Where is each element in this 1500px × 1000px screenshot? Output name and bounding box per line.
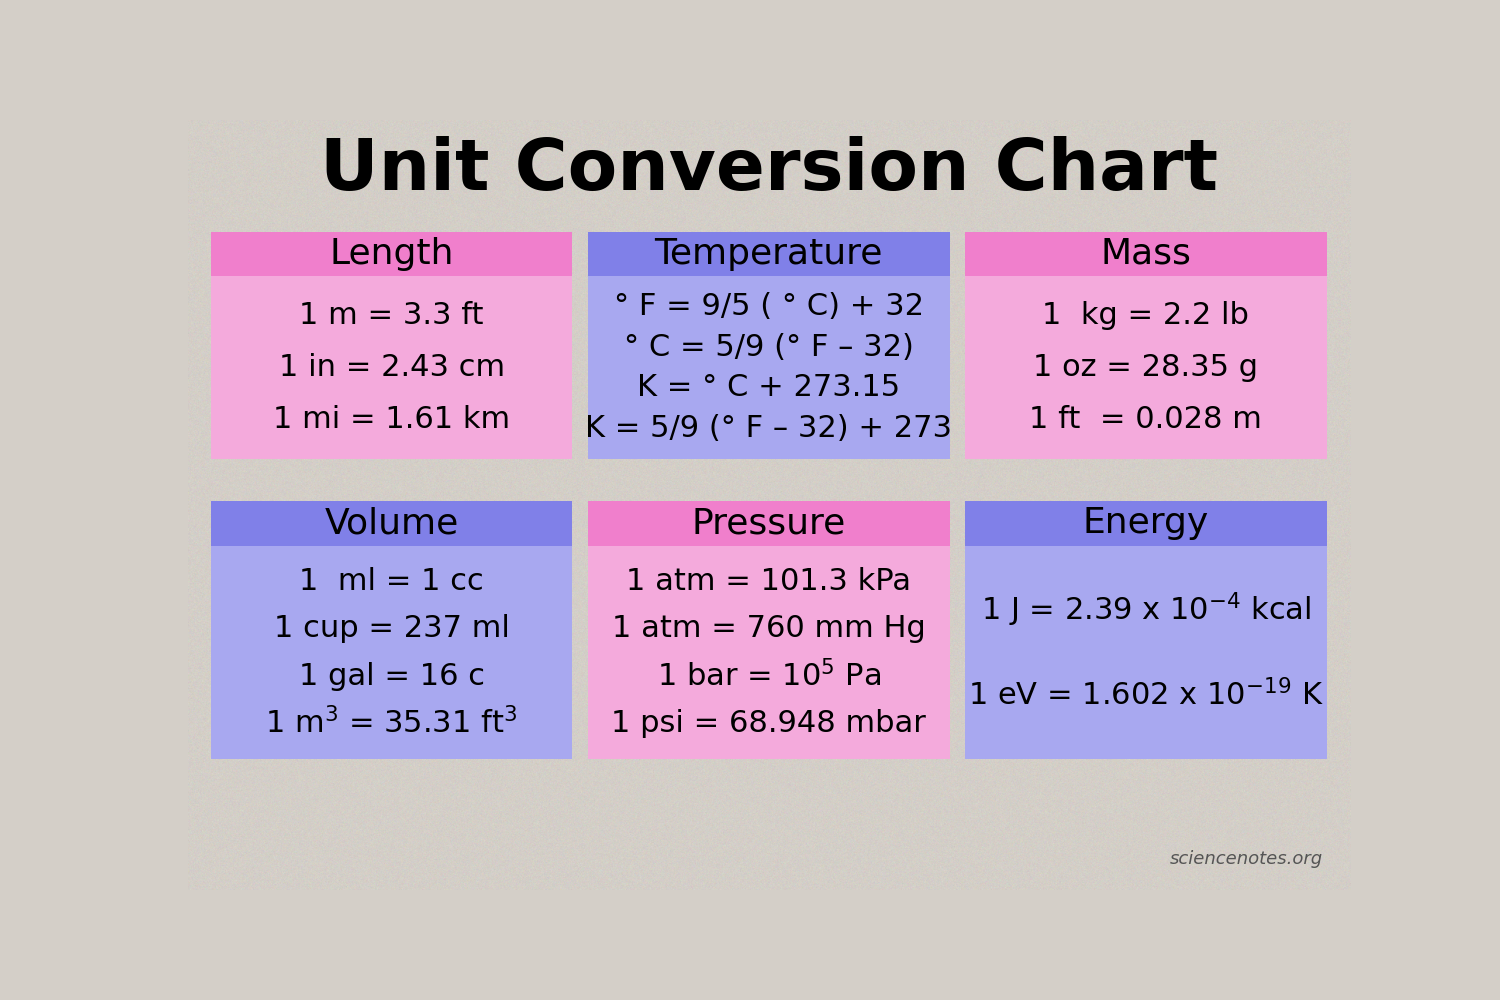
Text: 1 gal = 16 c: 1 gal = 16 c	[298, 662, 484, 691]
Text: Volume: Volume	[324, 506, 459, 540]
FancyBboxPatch shape	[588, 232, 950, 276]
Text: 1 cup = 237 ml: 1 cup = 237 ml	[273, 614, 510, 643]
FancyBboxPatch shape	[210, 232, 573, 276]
Text: Mass: Mass	[1101, 237, 1191, 271]
FancyBboxPatch shape	[210, 232, 573, 459]
FancyBboxPatch shape	[964, 232, 1326, 459]
Text: 1 atm = 760 mm Hg: 1 atm = 760 mm Hg	[612, 614, 926, 643]
Text: 1  kg = 2.2 lb: 1 kg = 2.2 lb	[1042, 301, 1250, 330]
Text: 1 eV = 1.602 x 10$^{-19}$ K: 1 eV = 1.602 x 10$^{-19}$ K	[968, 679, 1324, 711]
FancyBboxPatch shape	[588, 501, 950, 759]
Text: 1 oz = 28.35 g: 1 oz = 28.35 g	[1034, 353, 1258, 382]
Text: 1 in = 2.43 cm: 1 in = 2.43 cm	[279, 353, 504, 382]
FancyBboxPatch shape	[210, 501, 573, 546]
Text: 1 psi = 68.948 mbar: 1 psi = 68.948 mbar	[612, 709, 926, 738]
FancyBboxPatch shape	[588, 501, 950, 546]
Text: 1 mi = 1.61 km: 1 mi = 1.61 km	[273, 405, 510, 434]
FancyBboxPatch shape	[964, 232, 1326, 276]
Text: ° F = 9/5 ( ° C) + 32: ° F = 9/5 ( ° C) + 32	[614, 292, 924, 321]
Text: 1 J = 2.39 x 10$^{-4}$ kcal: 1 J = 2.39 x 10$^{-4}$ kcal	[981, 591, 1311, 629]
Text: 1  ml = 1 cc: 1 ml = 1 cc	[298, 567, 484, 596]
Text: Length: Length	[330, 237, 454, 271]
Text: Energy: Energy	[1083, 506, 1209, 540]
FancyBboxPatch shape	[964, 501, 1326, 759]
FancyBboxPatch shape	[588, 232, 950, 459]
Text: K = ° C + 273.15: K = ° C + 273.15	[638, 373, 900, 402]
Text: Temperature: Temperature	[654, 237, 884, 271]
Text: sciencenotes.org: sciencenotes.org	[1170, 850, 1323, 868]
Text: 1 m$^3$ = 35.31 ft$^3$: 1 m$^3$ = 35.31 ft$^3$	[266, 707, 518, 740]
Text: 1 atm = 101.3 kPa: 1 atm = 101.3 kPa	[627, 567, 912, 596]
Text: ° C = 5/9 (° F – 32): ° C = 5/9 (° F – 32)	[624, 333, 914, 362]
Text: K = 5/9 (° F – 32) + 273: K = 5/9 (° F – 32) + 273	[585, 414, 952, 443]
Text: Unit Conversion Chart: Unit Conversion Chart	[320, 136, 1218, 205]
Text: 1 bar = 10$^5$ Pa: 1 bar = 10$^5$ Pa	[657, 660, 880, 692]
Text: 1 m = 3.3 ft: 1 m = 3.3 ft	[300, 301, 484, 330]
FancyBboxPatch shape	[210, 501, 573, 759]
Text: Pressure: Pressure	[692, 506, 846, 540]
FancyBboxPatch shape	[964, 501, 1326, 546]
Text: 1 ft  = 0.028 m: 1 ft = 0.028 m	[1029, 405, 1263, 434]
